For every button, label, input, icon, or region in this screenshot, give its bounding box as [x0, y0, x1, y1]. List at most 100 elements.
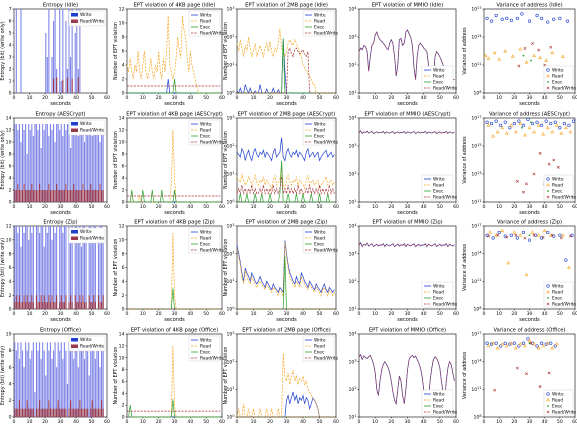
y-tick-label: 108	[473, 90, 481, 97]
x-tick-label: 60	[572, 419, 577, 424]
bar-readwrite	[88, 295, 90, 309]
bar-write	[49, 124, 51, 202]
bar-readwrite	[97, 408, 100, 417]
point-read	[550, 50, 555, 55]
bar-readwrite	[54, 302, 56, 309]
y-tick-label: 100	[226, 306, 234, 313]
bar-write	[79, 342, 81, 417]
x-tick-label: 0	[236, 204, 239, 210]
bar-readwrite	[91, 400, 93, 417]
bar-write	[32, 136, 34, 202]
point-read	[523, 132, 527, 137]
point-write	[565, 19, 570, 23]
x-tick-label: 30	[405, 204, 411, 210]
legend-label: Write	[80, 12, 92, 18]
y-tick-label: 1011	[471, 62, 481, 69]
x-tick-label: 20	[156, 204, 162, 210]
y-tick-label: 103	[226, 115, 234, 122]
bar-write	[56, 226, 58, 309]
bar-readwrite	[79, 400, 81, 417]
bar-readwrite	[37, 190, 39, 202]
point-read	[541, 132, 546, 136]
legend-swatch	[71, 236, 78, 240]
x-tick-label: 0	[483, 311, 486, 317]
bar-write	[77, 367, 79, 417]
bar-readwrite	[25, 408, 27, 417]
x-tick-label: 40	[542, 95, 548, 101]
legend-swatch	[546, 284, 550, 288]
bar-write	[20, 342, 22, 417]
bar-readwrite	[29, 302, 31, 309]
bar-write	[73, 358, 75, 417]
y-tick-label: 103	[348, 143, 356, 150]
bar-write	[18, 124, 20, 202]
bar-write	[43, 130, 45, 202]
bar-write	[63, 226, 65, 309]
bar-write	[77, 232, 79, 309]
bar-readwrite	[91, 190, 93, 202]
x-tick-label: 0	[126, 311, 129, 317]
point-write	[558, 126, 562, 130]
y-tick-label: 12	[6, 224, 12, 230]
point-write	[540, 123, 544, 127]
x-axis-label: seconds	[164, 317, 185, 323]
point-write	[546, 230, 550, 235]
bar-write	[79, 226, 81, 309]
point-write	[520, 12, 524, 16]
bar-readwrite	[60, 408, 62, 417]
legend-swatch	[546, 182, 550, 187]
y-tick-label: 102	[226, 143, 234, 150]
legend-label: Read	[433, 398, 444, 404]
legend-label: Write	[433, 392, 445, 398]
y-tick-label: 2	[122, 188, 125, 194]
bar-readwrite	[49, 408, 51, 417]
legend-label: Read/Write	[80, 236, 104, 242]
point-read	[532, 129, 536, 134]
legend-label: Read/Write	[433, 195, 457, 201]
y-tick-label: 102	[226, 250, 234, 257]
bar-write	[102, 130, 104, 202]
y-tick-label: 10	[6, 140, 12, 146]
legend-label: Read	[200, 344, 211, 350]
legend-label: Write	[552, 177, 564, 183]
legend-label: Read/Write	[314, 356, 338, 362]
y-tick-label: 0	[122, 307, 125, 313]
y-tick-label: 4	[9, 381, 12, 387]
bar-write	[65, 21, 67, 93]
x-tick-label: 0	[236, 419, 239, 424]
y-tick-label: 1017	[471, 6, 481, 13]
bar-readwrite	[59, 408, 61, 417]
point-read	[518, 47, 523, 51]
legend-label: Exec	[314, 25, 325, 31]
bar-write	[96, 124, 98, 202]
x-tick-label: 50	[89, 204, 95, 210]
point-exec	[530, 121, 532, 124]
legend-label: Read	[200, 236, 211, 242]
point-read	[500, 125, 505, 130]
bar-readwrite	[51, 295, 53, 309]
bar-write	[83, 142, 86, 202]
point-read	[541, 343, 546, 348]
bar-readwrite	[63, 302, 65, 309]
legend-label: Exec	[200, 350, 211, 356]
point-readwrite	[531, 42, 534, 45]
bar-readwrite	[68, 408, 70, 417]
point-read	[544, 58, 549, 62]
y-tick-label: 102	[348, 62, 356, 69]
bar-readwrite	[71, 408, 73, 417]
legend-label: Exec	[433, 80, 444, 86]
point-read	[548, 233, 553, 237]
chart-title: Variance of address (AESCrypt)	[489, 112, 570, 118]
bar-readwrite	[83, 302, 86, 309]
y-tick-label: 4	[122, 391, 125, 397]
point-write	[509, 233, 513, 237]
x-tick-label: 40	[187, 311, 193, 317]
point-readwrite	[547, 371, 551, 375]
bar-write	[62, 9, 64, 93]
bar-readwrite	[54, 190, 56, 202]
y-tick-label: 1011	[471, 199, 481, 206]
legend-swatch	[547, 81, 549, 83]
point-write	[485, 120, 489, 124]
